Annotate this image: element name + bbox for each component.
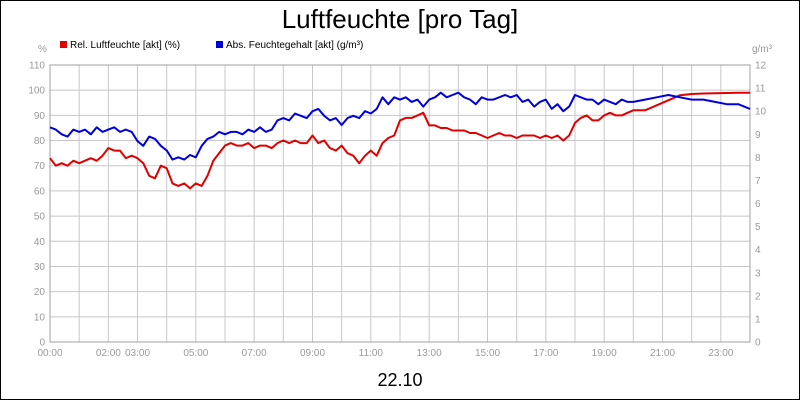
left-axis-tick-label: 0 xyxy=(39,338,45,349)
legend-label-abs-humidity: Abs. Feuchtegehalt [akt] (g/m³) xyxy=(226,40,363,51)
x-axis-tick-label: 05:00 xyxy=(183,348,208,359)
right-axis-tick-label: 4 xyxy=(755,245,761,256)
axis-ticks: 0102030405060708090100110012345678910111… xyxy=(28,61,766,360)
left-axis-tick-label: 100 xyxy=(28,86,45,97)
left-axis-tick-label: 70 xyxy=(34,161,46,172)
legend-label-rel-humidity: Rel. Luftfeuchte [akt] (%) xyxy=(70,40,180,51)
right-axis-tick-label: 5 xyxy=(755,222,761,233)
left-axis-tick-label: 10 xyxy=(34,312,46,323)
legend-swatch-rel-humidity xyxy=(60,41,67,48)
chart-title: Luftfeuchte [pro Tag] xyxy=(282,4,519,34)
right-axis-tick-label: 11 xyxy=(755,84,766,95)
x-axis-tick-label: 03:00 xyxy=(125,348,150,359)
series-lines xyxy=(49,91,751,190)
left-axis-tick-label: 110 xyxy=(29,61,45,72)
left-axis-tick-label: 80 xyxy=(34,136,46,147)
right-axis-tick-label: 0 xyxy=(755,338,761,349)
right-axis-tick-label: 12 xyxy=(755,61,767,72)
plot-area-border xyxy=(49,64,751,343)
x-axis-tick-label: 23:00 xyxy=(708,348,733,359)
x-axis-tick-label: 00:00 xyxy=(37,348,62,359)
series-line-abs-humidity xyxy=(49,91,751,161)
left-axis-unit: % xyxy=(38,44,47,55)
right-axis-tick-label: 6 xyxy=(755,199,761,210)
right-axis-tick-label: 7 xyxy=(755,176,761,187)
right-axis-tick-label: 2 xyxy=(755,291,761,302)
left-axis-tick-label: 40 xyxy=(34,237,46,248)
series-line-rel-humidity xyxy=(49,91,750,190)
right-axis-tick-label: 10 xyxy=(755,107,767,118)
left-axis-tick-label: 60 xyxy=(34,186,46,197)
right-axis-tick-label: 9 xyxy=(755,130,761,141)
x-axis-tick-label: 13:00 xyxy=(417,348,442,359)
left-axis-tick-label: 50 xyxy=(34,212,46,223)
x-axis-tick-label: 19:00 xyxy=(592,348,617,359)
right-axis-tick-label: 1 xyxy=(755,314,761,325)
x-axis-tick-label: 11:00 xyxy=(359,348,384,359)
x-axis-tick-label: 17:00 xyxy=(533,348,558,359)
x-axis-tick-label: 21:00 xyxy=(650,348,675,359)
right-axis-tick-label: 3 xyxy=(755,268,761,279)
legend-swatch-abs-humidity xyxy=(216,41,223,48)
left-axis-tick-label: 90 xyxy=(34,111,46,122)
grid xyxy=(49,64,751,343)
x-axis-tick-label: 02:00 xyxy=(96,348,121,359)
date-label: 22.10 xyxy=(377,370,422,390)
right-axis-unit: g/m³ xyxy=(752,44,773,55)
left-axis-tick-label: 30 xyxy=(34,262,46,273)
x-axis-tick-label: 15:00 xyxy=(475,348,500,359)
x-axis-tick-label: 07:00 xyxy=(242,348,267,359)
right-axis-tick-label: 8 xyxy=(755,153,761,164)
x-axis-tick-label: 09:00 xyxy=(300,348,325,359)
left-axis-tick-label: 20 xyxy=(34,287,46,298)
